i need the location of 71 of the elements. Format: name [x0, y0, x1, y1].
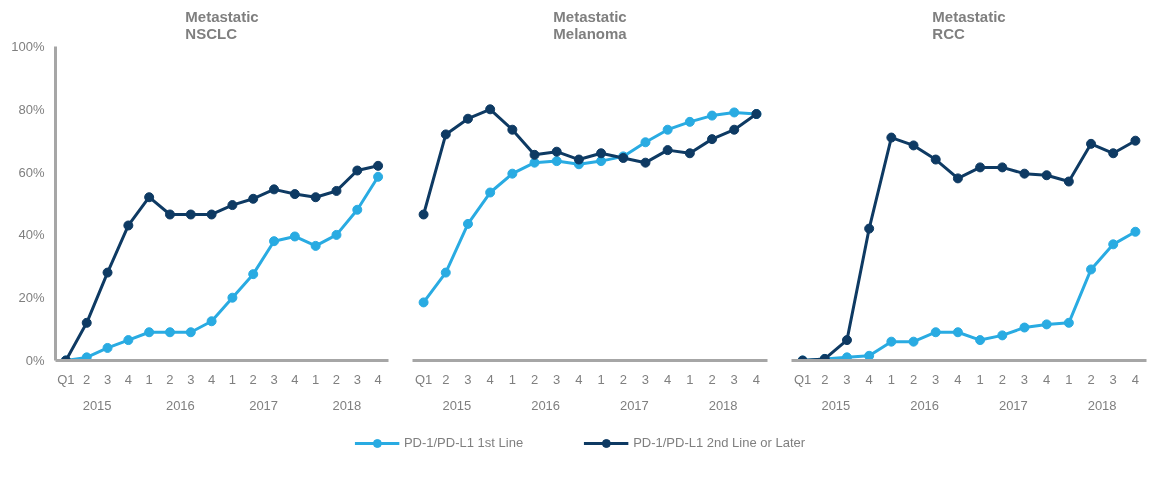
x-tick-label: 4 [291, 371, 299, 387]
x-tick-label: 1 [508, 371, 516, 387]
y-tick-label: 20% [18, 290, 45, 306]
x-tick-label: 1 [1065, 371, 1073, 387]
x-tick-label: 2 [821, 371, 829, 387]
text: 2015 [442, 397, 472, 413]
x-tick-label: 1 [228, 371, 237, 387]
x-tick-label: 1 [597, 371, 605, 387]
x-tick-label: 4 [664, 371, 672, 387]
x-tick-label: 3 [641, 371, 650, 387]
x-tick-label: 1 [312, 371, 320, 387]
x-tick-label: 4 [575, 371, 583, 387]
y-tick-label: 60% [18, 164, 45, 180]
y-tick-label: 40% [18, 227, 45, 243]
x-tick-label: 3 [730, 371, 738, 387]
x-tick-label: 3 [103, 371, 112, 387]
x-tick-label: 3 [932, 371, 940, 387]
x-tick-label: 2 [249, 371, 257, 387]
x-tick-label: 3 [843, 371, 851, 387]
x-tick-label: 4 [1131, 371, 1140, 387]
legend-label: PD-1/PD-L1 1st Line [403, 435, 524, 450]
x-tick-label: 2 [332, 371, 341, 387]
x-tick-label: 1 [887, 371, 895, 387]
text: 2017 [998, 397, 1028, 413]
text: 2017 [619, 397, 649, 413]
x-tick-label: 1 [686, 371, 694, 387]
legend-label: PD-1/PD-L1 2nd Line or Later [633, 435, 806, 450]
x-tick-label: 4 [752, 371, 761, 387]
x-tick-label: 3 [1020, 371, 1029, 387]
x-tick-label: 3 [464, 371, 472, 387]
text: 2016 [165, 397, 195, 413]
x-tick-label: 4 [374, 371, 382, 387]
text: 2018 [1087, 397, 1117, 413]
x-tick-label: 2 [83, 371, 91, 387]
x-tick-label: 4 [207, 371, 216, 387]
x-tick-label: 4 [954, 371, 962, 387]
text: 2016 [910, 397, 940, 413]
chart-title: Metastatic NSCLC [185, 7, 259, 42]
x-tick-label: 2 [442, 371, 450, 387]
x-tick-label: 4 [1043, 371, 1051, 387]
x-tick-label: 4 [486, 371, 494, 387]
text: 2018 [332, 397, 362, 413]
x-tick-label: 3 [270, 371, 278, 387]
x-tick-label: 3 [187, 371, 195, 387]
chart-title: Metastatic Melanoma [553, 7, 628, 42]
x-tick-label: 2 [166, 371, 174, 387]
text: 2017 [249, 397, 279, 413]
text: 2015 [821, 397, 851, 413]
y-tick-label: 100% [11, 39, 45, 54]
chart-title: Metastatic RCC [932, 7, 1006, 42]
x-tick-label: 2 [909, 371, 918, 387]
y-tick-label: 80% [18, 101, 45, 117]
x-tick-label: 2 [619, 371, 627, 387]
x-tick-label: 2 [530, 371, 539, 387]
x-tick-label: 1 [145, 371, 153, 387]
x-tick-label: 1 [976, 371, 984, 387]
y-tick-label: 0% [25, 353, 45, 368]
text: 2015 [82, 397, 112, 413]
text: 2016 [531, 397, 561, 413]
x-tick-label: 4 [124, 371, 132, 387]
x-tick-label: Q1 [414, 371, 433, 387]
x-tick-label: 2 [708, 371, 716, 387]
x-tick-label: 4 [865, 371, 873, 387]
x-tick-label: 2 [1087, 371, 1095, 387]
x-tick-label: Q1 [793, 371, 812, 387]
text: 2018 [708, 397, 738, 413]
x-tick-label: 3 [1109, 371, 1117, 387]
x-tick-label: 2 [998, 371, 1006, 387]
x-tick-label: Q1 [57, 371, 75, 387]
x-tick-label: 3 [553, 371, 561, 387]
x-tick-label: 3 [353, 371, 361, 387]
